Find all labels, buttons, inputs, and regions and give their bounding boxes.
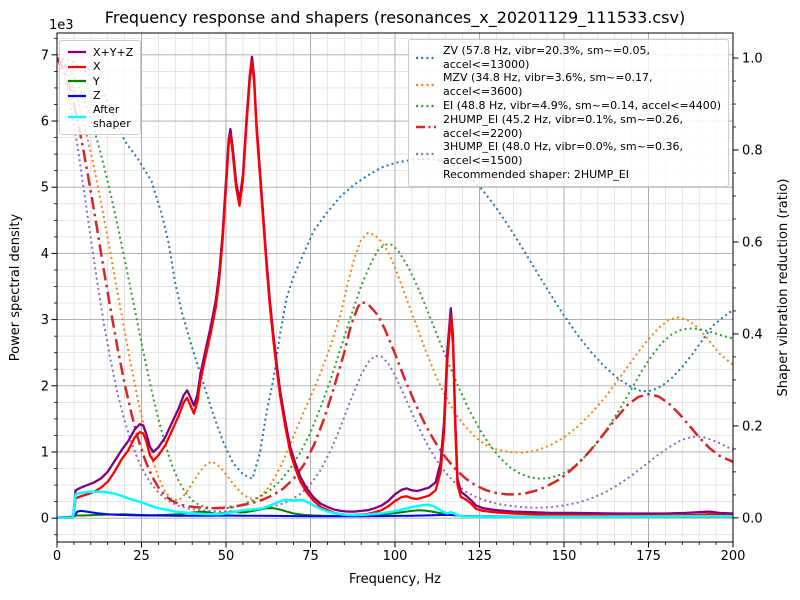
legend-label: 3HUMP_EI (48.0 Hz, vibr=0.0%, sm~=0.36, … <box>443 140 684 167</box>
y-axis-label-right: Shaper vibration reduction (ratio) <box>776 179 791 397</box>
legend-item-z: Z <box>67 89 133 104</box>
tick-label: 5 <box>41 181 49 196</box>
tick-label: 6 <box>41 115 49 130</box>
legend-item-2hump-ei: 2HUMP_EI (45.2 Hz, vibr=0.1%, sm~=0.26, … <box>415 113 722 140</box>
tick-label: 0 <box>53 549 61 564</box>
data-curves <box>57 55 733 520</box>
chart-title: Frequency response and shapers (resonanc… <box>105 8 685 28</box>
series-mzv <box>57 57 733 502</box>
tick-label: 200 <box>721 549 746 564</box>
legend-measured-lines: X+Y+Z X Y Z After shaper <box>59 40 142 135</box>
tick-label: 50 <box>218 549 235 564</box>
legend-item-zv: ZV (57.8 Hz, vibr=20.3%, sm~=0.05, accel… <box>415 44 722 71</box>
tick-label: 0.4 <box>742 327 763 342</box>
legend-item-x-y-z: X+Y+Z <box>67 45 133 60</box>
legend-item-x: X <box>67 60 133 75</box>
tick-label: 4 <box>41 247 49 262</box>
legend-label: After shaper <box>93 103 131 130</box>
legend-label: Z <box>93 89 101 102</box>
tick-label: 75 <box>302 549 319 564</box>
y-axis-offset-label: 1e3 <box>49 18 74 33</box>
legend-item-mzv: MZV (34.8 Hz, vibr=3.6%, sm~=0.17, accel… <box>415 71 722 98</box>
tick-label: 150 <box>552 549 577 564</box>
tick-label: 3 <box>41 313 49 328</box>
legend-label: 2HUMP_EI (45.2 Hz, vibr=0.1%, sm~=0.26, … <box>443 113 684 140</box>
legend-label: EI (48.8 Hz, vibr=4.9%, sm~=0.14, accel<… <box>443 98 721 112</box>
tick-label: 125 <box>467 549 492 564</box>
legend-line-sample <box>68 94 86 97</box>
tick-label: 175 <box>636 549 661 564</box>
legend-item-ei: EI (48.8 Hz, vibr=4.9%, sm~=0.14, accel<… <box>415 98 722 113</box>
tick-label: 0 <box>41 512 49 527</box>
y-axis-label-left: Power spectral density <box>8 213 23 361</box>
legend-line-sample <box>68 80 86 83</box>
axis-tick-labels: 0 25 50 75 100 125 150 175 200 0 1 2 3 4 5 6 7 0.0 0.2 0.4 0… <box>41 48 763 564</box>
series-3hump-ei <box>57 57 733 513</box>
legend-label: Y <box>93 74 100 88</box>
tick-label: 0.6 <box>742 235 763 250</box>
legend-shapers: ZV (57.8 Hz, vibr=20.3%, sm~=0.05, accel… <box>408 39 729 188</box>
legend-label: X+Y+Z <box>93 45 134 59</box>
legend-line-sample <box>68 51 86 54</box>
tick-label: 0.8 <box>742 144 763 159</box>
legend-label: ZV (57.8 Hz, vibr=20.3%, sm~=0.05, accel… <box>443 44 650 71</box>
tick-label: 7 <box>41 48 49 63</box>
series-after-shaper <box>57 490 733 520</box>
x-axis-label: Frequency, Hz <box>349 572 441 587</box>
tick-label: 0.0 <box>742 511 763 526</box>
legend-line-sample <box>68 115 86 118</box>
legend-line-sample <box>416 83 436 86</box>
legend-item-y: Y <box>67 74 133 89</box>
series-zv <box>57 57 733 480</box>
legend-line-sample <box>416 152 436 155</box>
tick-label: 100 <box>383 549 408 564</box>
tick-label: 1 <box>41 445 49 460</box>
legend-line-sample <box>416 125 436 128</box>
legend-label: Recommended shaper: 2HUMP_EI <box>443 168 629 182</box>
legend-line-sample <box>416 56 436 59</box>
series-2hump-ei <box>57 57 733 510</box>
recommended-shaper-note: Recommended shaper: 2HUMP_EI <box>415 167 722 182</box>
axis-ticks <box>51 37 739 548</box>
tick-label: 0.2 <box>742 419 763 434</box>
legend-item-after-shaper: After shaper <box>67 103 133 130</box>
legend-label: MZV (34.8 Hz, vibr=3.6%, sm~=0.17, accel… <box>443 71 653 98</box>
legend-line-sample <box>416 104 436 107</box>
tick-label: 25 <box>133 549 150 564</box>
tick-label: 1.0 <box>742 52 763 67</box>
tick-label: 2 <box>41 379 49 394</box>
legend-label: X <box>93 60 101 73</box>
legend-line-sample <box>68 65 86 68</box>
legend-item-3hump-ei: 3HUMP_EI (48.0 Hz, vibr=0.0%, sm~=0.36, … <box>415 140 722 167</box>
series-x <box>57 60 733 519</box>
